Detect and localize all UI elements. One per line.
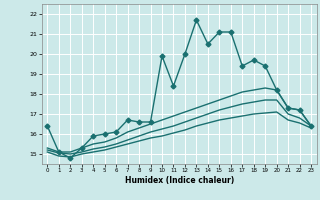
X-axis label: Humidex (Indice chaleur): Humidex (Indice chaleur) [124,176,234,185]
